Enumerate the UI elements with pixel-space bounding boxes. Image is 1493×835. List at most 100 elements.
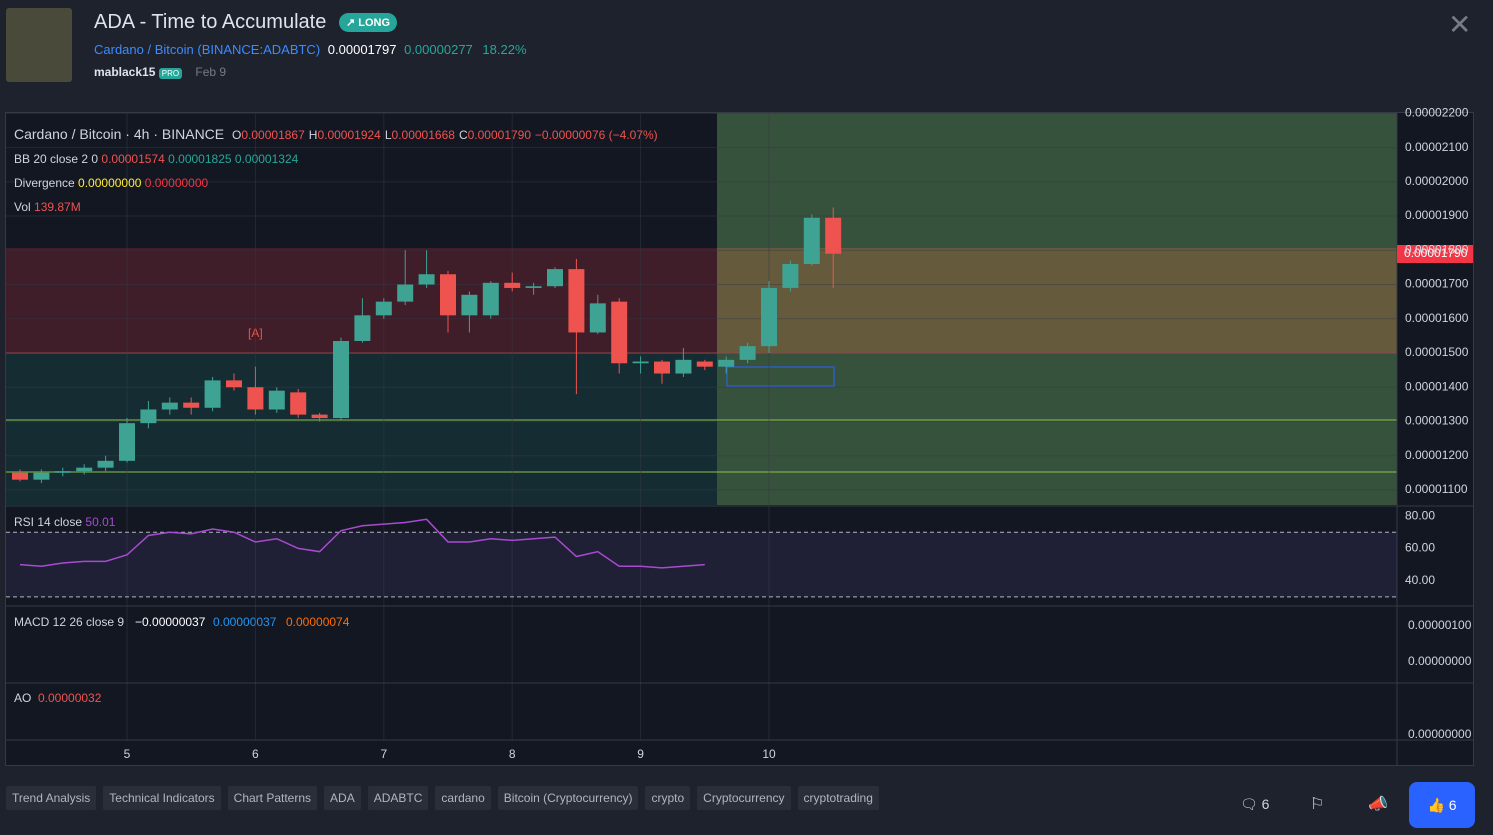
ohlc-key: C [458, 128, 468, 142]
tag[interactable]: ADABTC [367, 786, 429, 810]
tag[interactable]: cryptotrading [797, 786, 879, 810]
macd-tick: 0.00000000 [1408, 654, 1472, 668]
tag[interactable]: crypto [645, 786, 691, 810]
tag[interactable]: Chart Patterns [227, 786, 318, 810]
vol-name: Vol [14, 200, 31, 214]
projection-zone [717, 113, 1397, 505]
author-line: mablack15 PRO Feb 9 [94, 65, 226, 79]
legend-pair: Cardano / Bitcoin [14, 126, 122, 142]
like-button[interactable]: 👍 6 [1409, 782, 1475, 828]
drawn-box [726, 366, 835, 387]
y-tick-label: 60.00 [1405, 541, 1435, 555]
ohlc-value: 0.00001924 [317, 128, 381, 142]
candle-body [12, 472, 28, 480]
candle-body [33, 472, 50, 480]
candle-body [696, 361, 713, 367]
share[interactable]: 📣 [1368, 796, 1388, 813]
comment-count: 6 [1261, 796, 1270, 812]
vol-value: 139.87M [34, 200, 81, 214]
tag[interactable]: Trend Analysis [6, 786, 97, 810]
y-tick-label: 80.00 [1405, 508, 1435, 522]
bb-name: BB 20 close 2 0 [14, 152, 99, 166]
candle-body [268, 390, 285, 410]
x-tick-label: 8 [509, 747, 516, 761]
change: 0.00000277 [404, 42, 473, 57]
macd-name: MACD 12 26 close 9 [14, 615, 124, 629]
div-value: 0.00000000 [78, 176, 142, 190]
last-price: 0.00001790 [1404, 246, 1468, 260]
bb-value: 0.00001825 [168, 152, 232, 166]
candle-body [568, 269, 585, 333]
candle-body [825, 217, 842, 254]
ao-value: 0.00000032 [38, 691, 102, 705]
candle-body [97, 460, 114, 468]
candle-body [183, 402, 200, 408]
candle-body [504, 282, 521, 288]
legend-div: Divergence 0.00000000 0.00000000 [14, 171, 658, 195]
symbol[interactable]: (BINANCE:ADABTC) [197, 42, 321, 57]
projection-stop [717, 248, 1397, 353]
candle-body [333, 341, 349, 419]
candle-body [311, 414, 328, 419]
candle-body [803, 217, 820, 264]
comments[interactable]: 🗨 6 [1240, 796, 1270, 812]
ohlc: O0.00001867 H0.00001924 L0.00001668 C0.0000… [228, 128, 531, 142]
pro-badge: PRO [158, 68, 183, 79]
flag[interactable]: ⚐ [1310, 796, 1325, 813]
candle-body [375, 301, 392, 316]
tag[interactable]: ADA [324, 786, 361, 810]
ohlc-value: 0.00001668 [391, 128, 455, 142]
chart: 0.00000100 0.00000000 0.00000000 [A] 0.0… [5, 106, 1474, 766]
candle-body [290, 392, 307, 415]
badge-text: LONG [358, 17, 391, 29]
div-value: 0.00000000 [144, 176, 209, 190]
rsi-name: RSI 14 close [14, 515, 83, 529]
candle-body [739, 346, 756, 360]
candle-body [161, 402, 178, 410]
candle-body [611, 301, 628, 364]
macd-tick: 0.00000100 [1408, 618, 1472, 632]
tag[interactable]: Technical Indicators [103, 786, 221, 810]
legend: Cardano / Bitcoin · 4h · BINANCE O0.0000… [14, 122, 658, 219]
candle-body [461, 294, 478, 316]
tag[interactable]: Bitcoin (Cryptocurrency) [497, 786, 639, 810]
candle-body [54, 471, 71, 473]
candle-body [718, 359, 735, 367]
candle-body [675, 359, 692, 374]
avatar [6, 8, 72, 82]
ao-tick: 0.00000000 [1408, 727, 1472, 741]
tag[interactable]: cardano [435, 786, 491, 810]
y-tick-label: 40.00 [1405, 573, 1435, 587]
x-tick-label: 10 [762, 747, 776, 761]
y-tick-label: 0.00001900 [1405, 208, 1469, 222]
change-pct: 18.22% [482, 42, 527, 57]
x-tick-label: 7 [380, 747, 387, 761]
rsi-value: 50.01 [85, 515, 116, 529]
pair-link[interactable]: Cardano / Bitcoin [94, 42, 194, 57]
y-tick-label: 0.00001800 [1405, 242, 1469, 256]
candle-body [482, 282, 499, 316]
candle-body [547, 269, 563, 287]
candle-body [140, 409, 157, 424]
y-tick-label: 0.00001700 [1405, 277, 1469, 291]
legend-vol: Vol 139.87M [14, 195, 658, 219]
candle-body [119, 423, 135, 461]
y-tick-label: 0.00001600 [1405, 311, 1469, 325]
last-price-box [1397, 245, 1473, 263]
like-count: 6 [1448, 797, 1457, 813]
ohlc-key: L [384, 128, 392, 142]
candle-body [589, 303, 606, 333]
x-tick-label: 5 [124, 747, 131, 761]
ohlc-key: H [308, 128, 318, 142]
author[interactable]: mablack15 [94, 65, 156, 79]
rsi-line [19, 518, 705, 569]
tag[interactable]: Cryptocurrency [697, 786, 791, 810]
candle-body [654, 361, 670, 374]
bb-value: 0.00001324 [234, 152, 299, 166]
rsi-legend: RSI 14 close 50.01 [14, 515, 115, 529]
legend-interval: 4h [133, 126, 150, 142]
y-tick-label: 0.00002000 [1405, 174, 1469, 188]
close-button[interactable]: ✕ [1448, 9, 1472, 40]
tags: Trend Analysis Technical Indicators Chart … [6, 786, 886, 810]
macd-value: 0.00000074 [286, 615, 350, 629]
